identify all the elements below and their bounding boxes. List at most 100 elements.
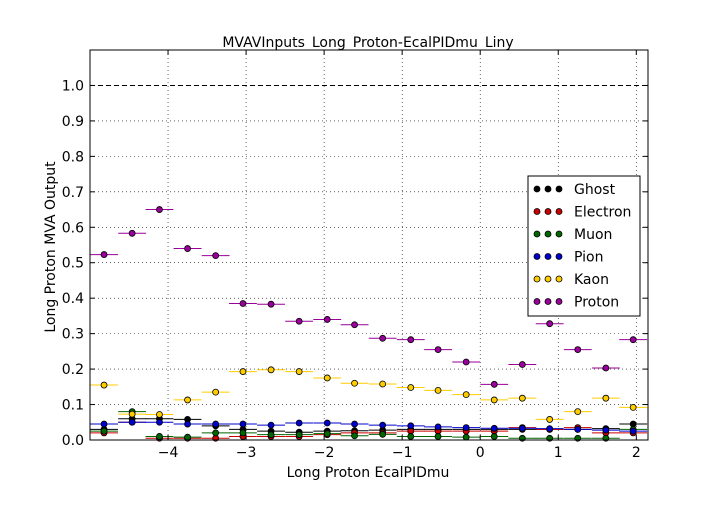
series-kaon	[90, 366, 648, 423]
series-kaon-point	[184, 396, 191, 404]
series-pion-point	[407, 422, 415, 430]
x-tick-label: −4	[158, 445, 179, 461]
series-pion-point	[156, 418, 163, 426]
series-pion-point	[518, 424, 526, 432]
series-kaon-point	[574, 408, 582, 416]
series-proton-point	[490, 380, 498, 388]
series-proton-point	[128, 229, 136, 237]
y-tick-label: 0.2	[62, 362, 84, 378]
series-proton-point	[212, 252, 220, 260]
series-muon	[90, 408, 648, 442]
y-tick-label: 0.6	[62, 220, 84, 236]
legend-item-pion: Pion	[533, 250, 603, 266]
series-muon-point	[462, 433, 470, 441]
series-proton-point	[434, 346, 442, 353]
legend-marker	[555, 185, 563, 193]
series-pion-point	[184, 420, 191, 428]
series-pion-point	[100, 420, 108, 428]
y-tick-label: 0.1	[62, 398, 84, 414]
series-kaon-point	[462, 391, 470, 399]
series-pion-point	[351, 420, 358, 428]
legend-marker	[555, 275, 563, 283]
legend-marker	[533, 298, 541, 305]
axis-ticks: −4 −3 −2 −1 0 1 2 0.0 0.1 0.2 0.3 0.4 0.5 0.6 0.7 0.8 0.…	[62, 50, 648, 461]
legend-marker	[555, 298, 563, 305]
legend-label: Electron	[574, 205, 631, 221]
series-proton-point	[156, 206, 163, 213]
legend-label: Pion	[574, 250, 603, 266]
legend-marker	[544, 275, 552, 283]
series-pion-point	[462, 424, 470, 431]
series-proton-point	[407, 336, 415, 344]
series-muon-point	[212, 429, 220, 437]
series-kaon-point	[434, 386, 442, 394]
series-pion-point	[434, 423, 442, 431]
legend-marker	[533, 253, 541, 260]
series-muon-point	[295, 431, 303, 439]
legend-label: Ghost	[574, 182, 616, 198]
legend-marker	[533, 275, 541, 283]
series-muon-point	[239, 429, 247, 437]
legend-marker	[544, 253, 552, 260]
legend-item-ghost: Ghost	[533, 182, 616, 198]
y-tick-label: 0.9	[62, 114, 84, 130]
series-muon-point	[407, 433, 415, 440]
y-tick-label: 0.0	[62, 433, 84, 449]
x-tick-label: −3	[236, 445, 257, 461]
series-muon-point	[184, 433, 191, 441]
series-pion-point	[602, 426, 610, 434]
legend-marker	[533, 230, 541, 238]
series-muon-point	[379, 430, 387, 438]
series-muon-point	[100, 427, 108, 435]
y-tick-label: 0.7	[62, 185, 84, 201]
series-pion	[90, 418, 648, 435]
series-pion-point	[267, 421, 275, 429]
legend-item-proton: Proton	[533, 295, 619, 311]
series-proton-point	[239, 300, 247, 307]
x-tick-label: −1	[392, 445, 413, 461]
plot-frame	[89, 49, 649, 441]
series-proton	[90, 206, 648, 388]
series-kaon-point	[128, 410, 136, 418]
series-pion-point	[212, 420, 220, 428]
series-kaon-point	[100, 381, 108, 389]
legend: Ghost Electron Muon Pion Kaon Proton	[527, 175, 641, 317]
series-kaon-point	[239, 368, 247, 375]
series-muon-point	[267, 431, 275, 439]
series-kaon-point	[602, 394, 610, 402]
series-muon-point	[351, 432, 358, 440]
series-pion-point	[490, 424, 498, 432]
series-muon-point	[490, 433, 498, 440]
legend-marker	[544, 298, 552, 305]
legend-marker	[555, 208, 563, 215]
series-kaon-point	[323, 374, 331, 382]
series-proton-point	[518, 361, 526, 368]
x-tick-label: 1	[554, 445, 563, 461]
series-pion-point	[546, 425, 554, 433]
legend-marker	[544, 208, 552, 215]
legend-item-muon: Muon	[533, 227, 612, 243]
y-tick-label: 1.0	[62, 78, 84, 94]
series-kaon-point	[407, 384, 415, 391]
series-proton-point	[323, 316, 331, 323]
series-muon-point	[156, 433, 163, 440]
data-layer	[90, 206, 648, 442]
legend-item-kaon: Kaon	[533, 272, 609, 288]
legend-marker	[544, 185, 552, 193]
series-kaon-point	[212, 388, 220, 396]
series-proton-point	[462, 358, 470, 366]
series-proton-point	[184, 245, 191, 252]
series-proton-point	[629, 336, 637, 344]
series-pion-point	[239, 420, 247, 428]
series-kaon-point	[518, 394, 526, 402]
series-pion-point	[323, 419, 331, 427]
y-tick-label: 0.8	[62, 149, 84, 165]
series-kaon-point	[295, 368, 303, 375]
x-axis-label: Long Proton EcalPIDmu	[287, 465, 450, 481]
y-tick-label: 0.3	[62, 327, 84, 343]
series-pion-point	[128, 418, 136, 426]
series-muon-point	[434, 433, 442, 440]
legend-marker	[555, 230, 563, 238]
series-proton-point	[574, 346, 582, 353]
